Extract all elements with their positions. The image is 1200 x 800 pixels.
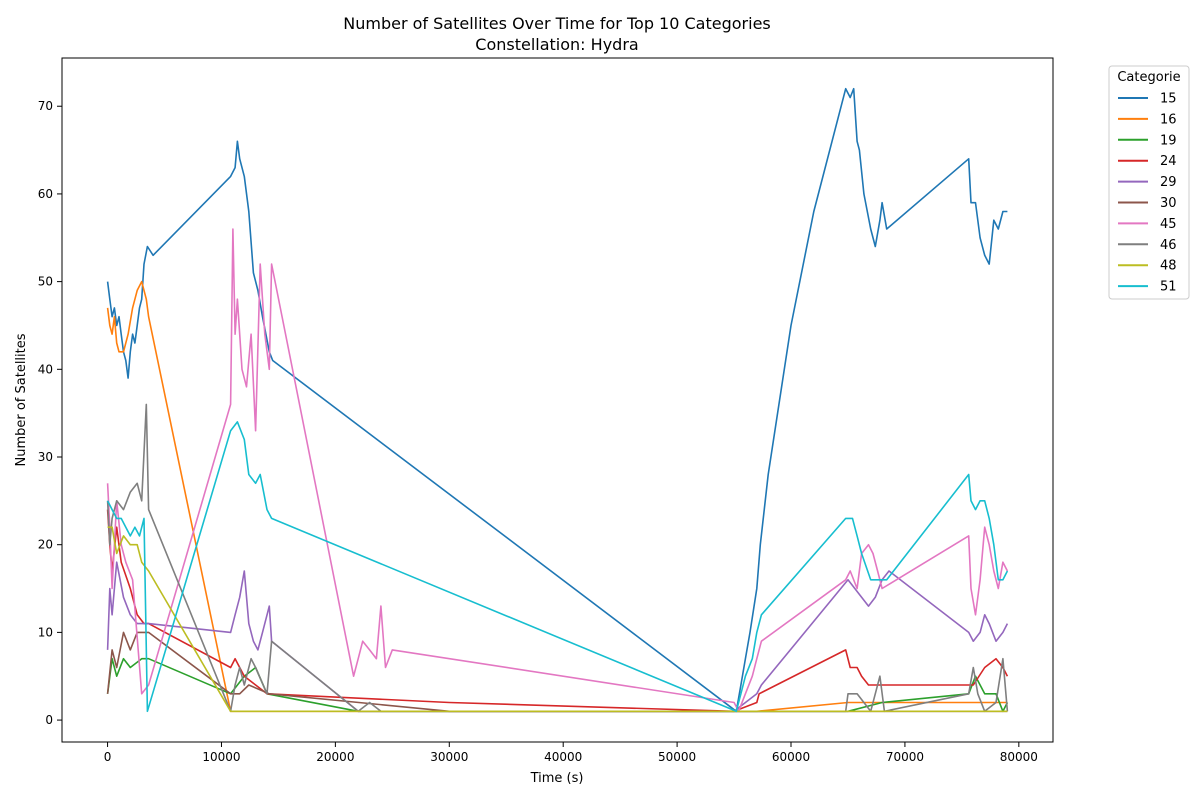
y-tick-label: 30 [38,450,53,464]
y-axis-label: Number of Satellites [14,333,29,466]
legend-label-24: 24 [1160,154,1177,169]
legend-label-45: 45 [1160,217,1177,232]
series-line-48 [107,526,1008,713]
x-tick-label: 80000 [1000,750,1038,764]
legend-box [1108,65,1190,300]
x-tick-label: 10000 [202,750,240,764]
x-tick-label: 30000 [430,750,468,764]
plot-area [106,87,1009,713]
y-tick-label: 70 [38,99,53,113]
y-tick-label: 0 [45,713,53,727]
x-tick-label: 40000 [544,750,582,764]
x-tick-label: 60000 [772,750,810,764]
series-line-51 [106,421,1009,713]
x-tick-label: 50000 [658,750,696,764]
series-line-45 [106,228,1009,713]
series-line-24 [106,509,1009,713]
y-tick-label: 10 [38,625,53,639]
legend-label-16: 16 [1160,112,1177,127]
legend-label-19: 19 [1160,133,1177,148]
x-tick-label: 70000 [886,750,924,764]
y-tick-label: 40 [38,362,53,376]
legend-label-29: 29 [1160,175,1177,190]
legend-label-51: 51 [1160,280,1177,295]
series-line-15 [106,87,1008,713]
series-line-46 [106,403,1009,713]
legend-label-30: 30 [1160,196,1177,211]
x-axis-label: Time (s) [530,771,584,786]
chart-subtitle: Constellation: Hydra [475,35,638,54]
x-tick-label: 20000 [316,750,354,764]
chart-title: Number of Satellites Over Time for Top 1… [343,14,771,33]
legend-label-46: 46 [1160,238,1177,253]
y-tick-label: 60 [38,187,53,201]
legend: Categorie 15 16 19 24 29 30 45 46 48 51 [1108,65,1190,300]
series-line-16 [106,280,1008,713]
y-tick-label: 50 [38,275,53,289]
y-tick-label: 20 [38,538,53,552]
legend-label-48: 48 [1160,259,1177,274]
legend-title: Categorie [1117,70,1180,85]
legend-label-15: 15 [1160,92,1177,107]
x-tick-label: 0 [104,750,112,764]
plot-frame [61,57,1054,743]
